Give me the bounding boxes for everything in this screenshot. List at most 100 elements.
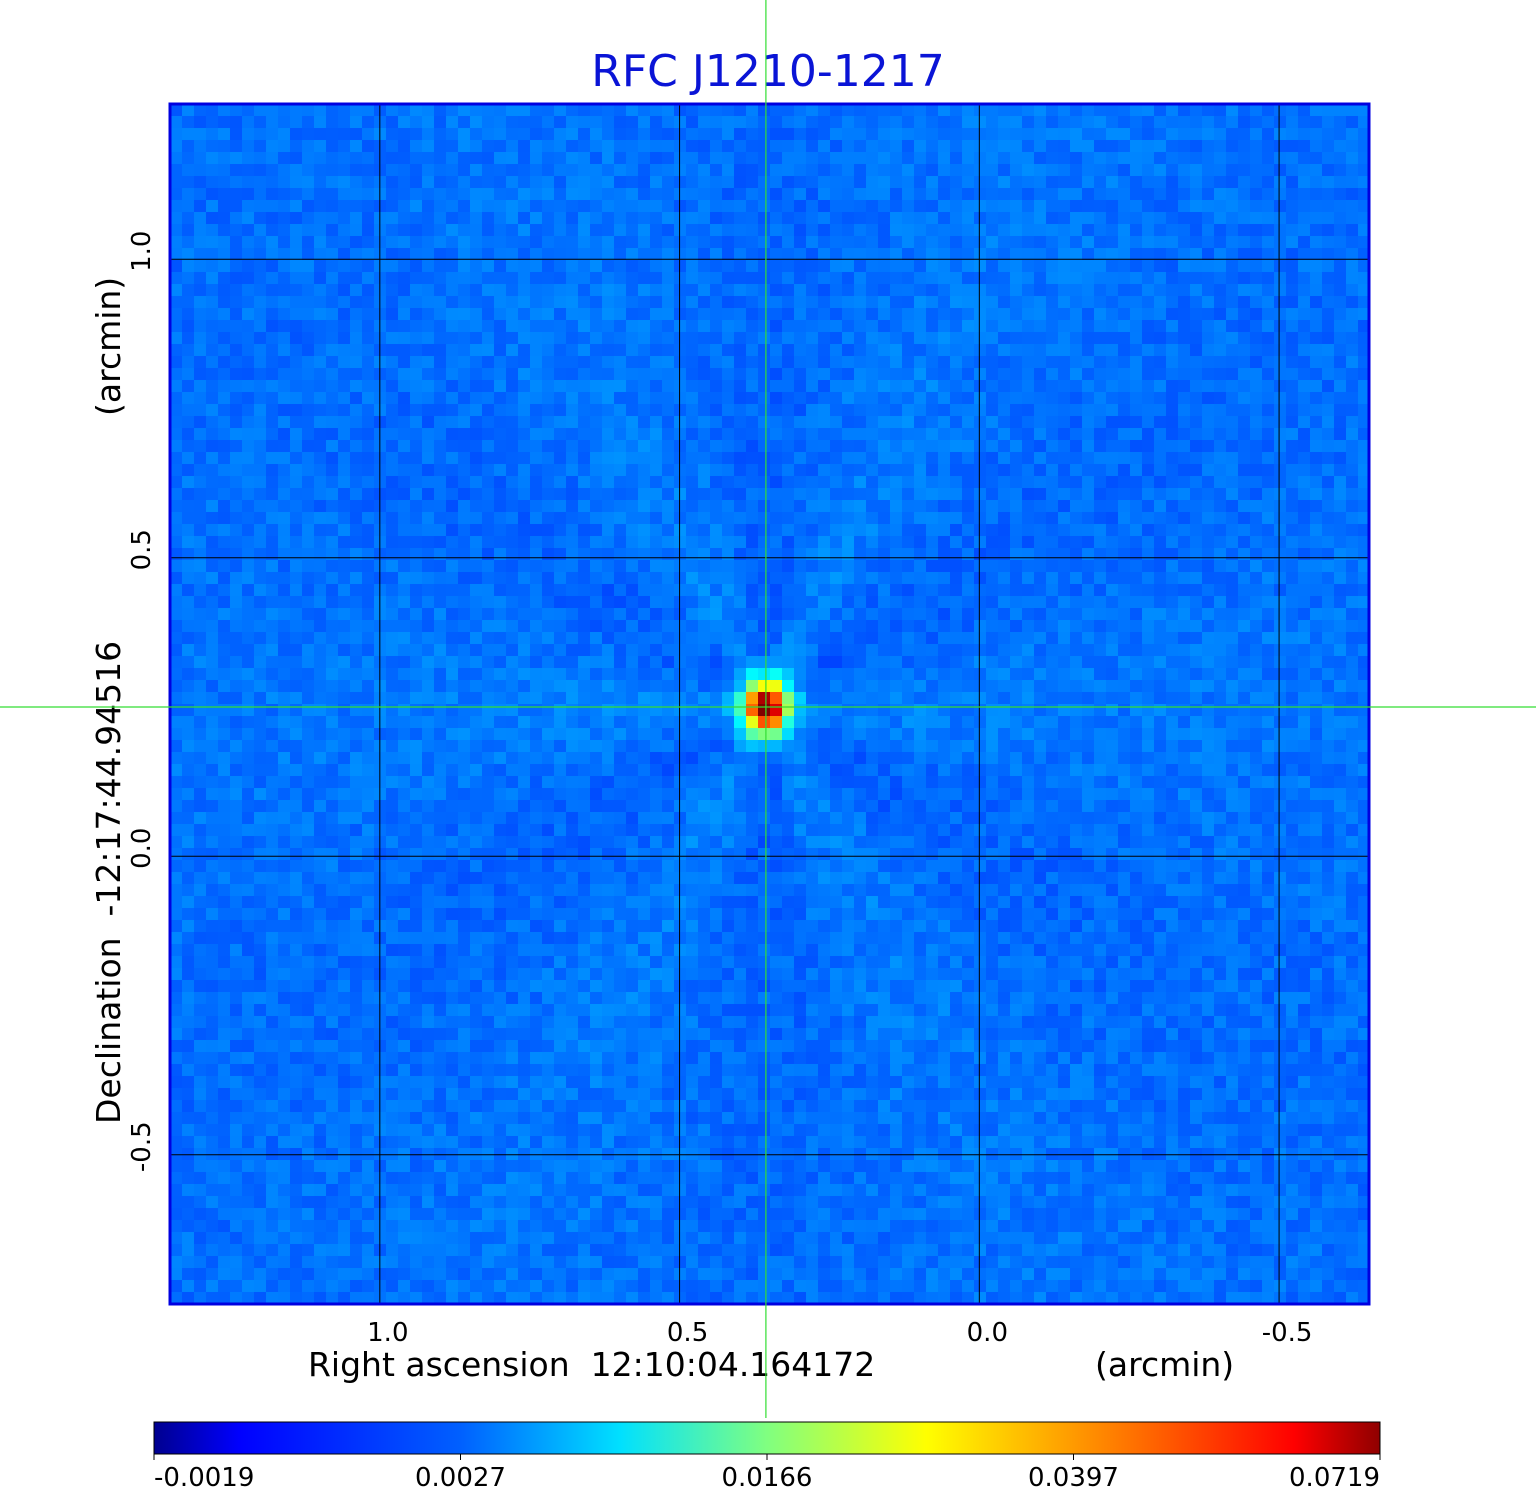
image-pixel xyxy=(722,620,734,632)
image-pixel xyxy=(1214,104,1226,116)
image-pixel xyxy=(1058,440,1070,452)
image-pixel xyxy=(218,296,230,308)
image-pixel xyxy=(638,560,650,572)
image-pixel xyxy=(650,116,662,128)
image-pixel xyxy=(194,212,206,224)
image-pixel xyxy=(482,284,494,296)
image-pixel xyxy=(362,356,374,368)
image-pixel xyxy=(422,632,434,644)
image-pixel xyxy=(266,140,278,152)
image-pixel xyxy=(1094,236,1106,248)
image-pixel xyxy=(602,692,614,704)
image-pixel xyxy=(1058,536,1070,548)
image-pixel xyxy=(1082,368,1094,380)
image-pixel xyxy=(782,380,794,392)
image-pixel xyxy=(1214,596,1226,608)
image-pixel xyxy=(734,548,746,560)
image-pixel xyxy=(266,584,278,596)
image-pixel xyxy=(650,140,662,152)
image-pixel xyxy=(614,500,626,512)
image-pixel xyxy=(830,140,842,152)
image-pixel xyxy=(542,428,554,440)
image-pixel xyxy=(758,440,770,452)
image-pixel xyxy=(1142,536,1154,548)
image-pixel xyxy=(1130,584,1142,596)
image-pixel xyxy=(1322,680,1334,692)
image-pixel xyxy=(794,572,806,584)
image-pixel xyxy=(638,344,650,356)
image-pixel xyxy=(1154,320,1166,332)
image-pixel xyxy=(1334,140,1346,152)
image-pixel xyxy=(230,320,242,332)
image-pixel xyxy=(362,272,374,284)
image-pixel xyxy=(1034,452,1046,464)
image-pixel xyxy=(1082,500,1094,512)
image-pixel xyxy=(1238,464,1250,476)
image-pixel xyxy=(662,680,674,692)
image-pixel xyxy=(590,356,602,368)
image-pixel xyxy=(1070,524,1082,536)
image-pixel xyxy=(1274,596,1286,608)
image-pixel xyxy=(758,128,770,140)
image-pixel xyxy=(302,584,314,596)
image-pixel xyxy=(506,272,518,284)
image-pixel xyxy=(1346,644,1358,656)
image-pixel xyxy=(842,512,854,524)
image-pixel xyxy=(710,188,722,200)
image-pixel xyxy=(194,332,206,344)
image-pixel xyxy=(998,296,1010,308)
image-pixel xyxy=(446,680,458,692)
image-pixel xyxy=(1310,524,1322,536)
image-pixel xyxy=(518,164,530,176)
image-pixel xyxy=(578,560,590,572)
image-pixel xyxy=(842,620,854,632)
image-pixel xyxy=(926,476,938,488)
image-pixel xyxy=(1250,392,1262,404)
image-pixel xyxy=(1238,632,1250,644)
image-pixel xyxy=(698,608,710,620)
image-pixel xyxy=(1094,680,1106,692)
image-pixel xyxy=(1094,536,1106,548)
image-pixel xyxy=(902,464,914,476)
image-pixel xyxy=(890,500,902,512)
image-pixel xyxy=(890,416,902,428)
image-pixel xyxy=(314,272,326,284)
image-pixel xyxy=(722,344,734,356)
image-pixel xyxy=(494,404,506,416)
image-pixel xyxy=(662,128,674,140)
image-pixel xyxy=(338,116,350,128)
image-pixel xyxy=(494,152,506,164)
image-pixel xyxy=(1250,524,1262,536)
image-pixel xyxy=(554,548,566,560)
image-pixel xyxy=(1154,296,1166,308)
image-pixel xyxy=(554,140,566,152)
image-pixel xyxy=(974,152,986,164)
image-pixel xyxy=(1334,548,1346,560)
image-pixel xyxy=(878,248,890,260)
image-pixel xyxy=(830,152,842,164)
image-pixel xyxy=(1178,392,1190,404)
image-pixel xyxy=(962,536,974,548)
image-pixel xyxy=(350,548,362,560)
image-pixel xyxy=(542,416,554,428)
image-pixel xyxy=(770,320,782,332)
image-pixel xyxy=(1130,128,1142,140)
image-pixel xyxy=(722,224,734,236)
image-pixel xyxy=(446,536,458,548)
image-pixel xyxy=(1274,380,1286,392)
image-pixel xyxy=(722,560,734,572)
image-pixel xyxy=(182,596,194,608)
image-pixel xyxy=(638,572,650,584)
image-pixel xyxy=(398,644,410,656)
image-pixel xyxy=(1178,176,1190,188)
image-pixel xyxy=(1070,188,1082,200)
image-pixel xyxy=(1154,200,1166,212)
image-pixel xyxy=(662,248,674,260)
image-pixel xyxy=(914,392,926,404)
image-pixel xyxy=(1094,392,1106,404)
image-pixel xyxy=(1298,452,1310,464)
image-pixel xyxy=(1082,440,1094,452)
image-pixel xyxy=(266,344,278,356)
image-pixel xyxy=(1118,104,1130,116)
image-pixel xyxy=(1166,176,1178,188)
